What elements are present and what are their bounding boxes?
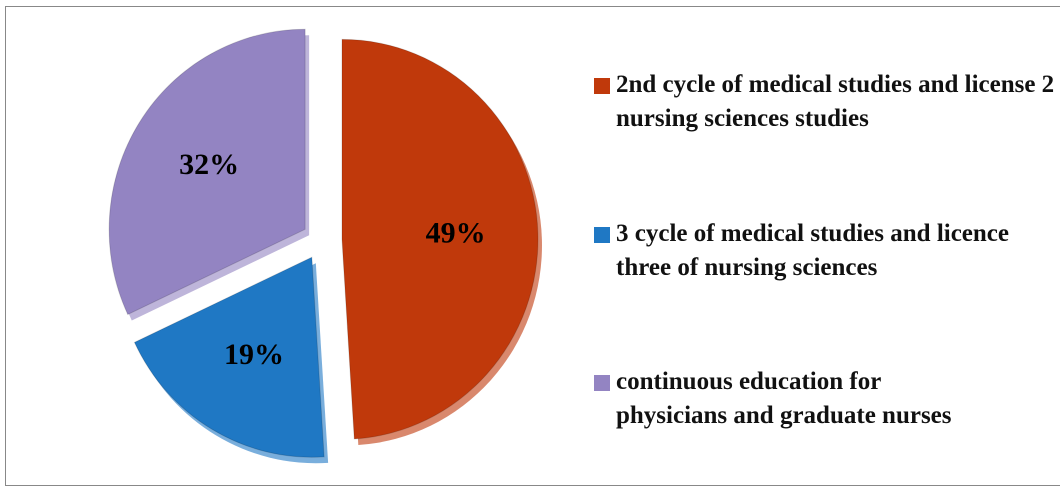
data-label: 49% (426, 217, 486, 250)
legend-item: 3 cycle of medical studies and licence t… (594, 217, 1060, 285)
legend-label: 3 cycle of medical studies and licence t… (616, 220, 1009, 281)
pie-slice (341, 38, 539, 440)
legend-swatch (594, 78, 610, 94)
legend-item: 2nd cycle of medical studies and license… (594, 68, 1060, 136)
legend-label: 2nd cycle of medical studies and license… (616, 71, 1055, 132)
pie-slice (133, 256, 325, 458)
pie-slice (108, 28, 306, 316)
data-label: 32% (179, 148, 239, 181)
legend-swatch (594, 375, 610, 391)
legend-label: continuous education for physicians and … (616, 368, 952, 429)
data-label: 19% (224, 338, 284, 371)
legend-item: continuous education for physicians and … (594, 365, 976, 433)
legend-swatch (594, 227, 610, 243)
